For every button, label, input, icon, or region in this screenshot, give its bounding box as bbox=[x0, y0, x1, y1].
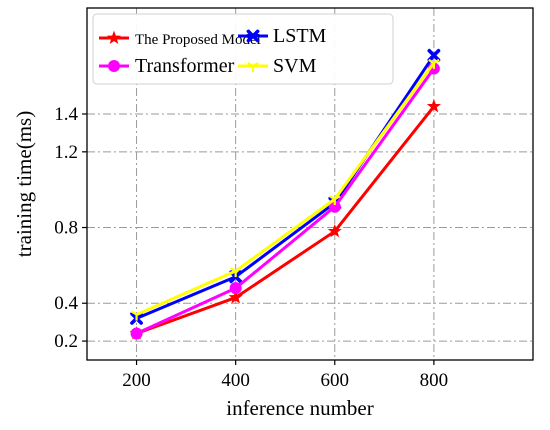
y-tick-label: 1.4 bbox=[54, 104, 78, 125]
tri-down-stroke bbox=[252, 62, 259, 67]
x-axis-label: inference number bbox=[226, 396, 374, 420]
y-tick-label: 1.2 bbox=[54, 142, 78, 163]
tri-down-stroke bbox=[235, 267, 242, 273]
tri-down-stroke bbox=[247, 62, 254, 67]
star-marker bbox=[228, 290, 243, 304]
x-marker-stroke bbox=[246, 29, 260, 43]
series-line bbox=[135, 67, 436, 335]
legend-item: Transformer bbox=[99, 55, 235, 77]
tri-down-marker bbox=[247, 62, 259, 72]
legend: The Proposed Model LSTM Transformer SVM bbox=[92, 13, 394, 85]
star-marker bbox=[426, 99, 441, 113]
legend-box bbox=[92, 13, 394, 85]
y-tick-label: 0.8 bbox=[54, 218, 78, 239]
circle-marker bbox=[229, 282, 242, 295]
tri-down-stroke bbox=[334, 195, 341, 201]
tri-down-stroke bbox=[433, 58, 440, 64]
tri-down-marker bbox=[130, 310, 143, 321]
x-tick-label: 200 bbox=[122, 370, 151, 391]
series-lstm bbox=[130, 48, 441, 325]
star-marker bbox=[327, 223, 342, 238]
y-tick-label: 0.2 bbox=[54, 331, 78, 352]
circle-marker bbox=[328, 200, 341, 213]
x-marker bbox=[246, 29, 260, 43]
x-marker bbox=[427, 48, 441, 62]
legend-label: Transformer bbox=[135, 55, 235, 77]
tri-down-stroke bbox=[136, 310, 143, 316]
legend-label: The Proposed Model bbox=[135, 32, 261, 48]
series-line bbox=[135, 61, 436, 316]
axis-ticks: 0.2 0.4 0.8 1.2 1.4 200 400 600 800 bbox=[54, 104, 448, 391]
series-transformer bbox=[130, 62, 440, 340]
series-svm bbox=[130, 58, 440, 321]
legend-label: SVM bbox=[273, 55, 317, 77]
circle-marker bbox=[108, 60, 120, 72]
y-axis-label: training time(ms) bbox=[12, 111, 36, 257]
tri-down-stroke bbox=[229, 267, 237, 273]
series-line bbox=[136, 105, 436, 335]
star-marker bbox=[106, 30, 122, 44]
tri-down-stroke bbox=[428, 58, 435, 64]
x-marker-stroke bbox=[427, 48, 441, 62]
plot-frame bbox=[86, 7, 534, 361]
tri-down-marker bbox=[428, 58, 440, 69]
tri-down-stroke bbox=[329, 195, 336, 201]
tri-down-marker bbox=[329, 195, 341, 206]
circle-marker bbox=[130, 327, 143, 340]
y-tick-label: 0.4 bbox=[54, 293, 78, 314]
legend-item: The Proposed Model bbox=[99, 30, 261, 48]
tri-down-marker bbox=[229, 267, 242, 278]
series-line bbox=[135, 54, 436, 320]
legend-item: LSTM bbox=[238, 25, 327, 47]
grid-lines bbox=[87, 8, 533, 360]
x-tick-label: 400 bbox=[221, 370, 250, 391]
x-tick-label: 800 bbox=[420, 370, 449, 391]
legend-label: LSTM bbox=[273, 25, 327, 47]
tri-down-stroke bbox=[130, 310, 138, 316]
legend-item: SVM bbox=[238, 55, 317, 77]
x-tick-label: 600 bbox=[321, 370, 350, 391]
series-layer bbox=[129, 48, 441, 340]
